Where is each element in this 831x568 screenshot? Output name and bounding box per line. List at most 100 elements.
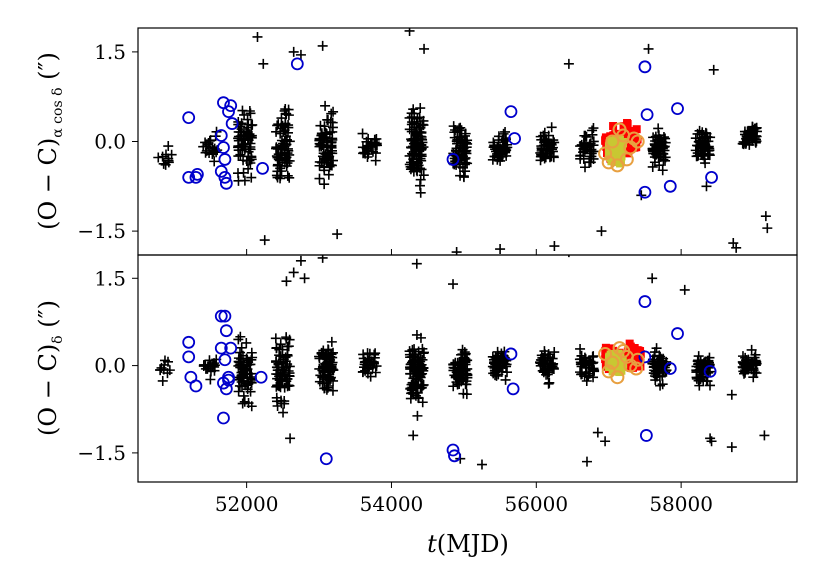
data-point-dense — [624, 353, 633, 362]
data-point-plus — [581, 131, 592, 142]
data-point-plus — [539, 135, 550, 146]
data-point-plus — [700, 127, 711, 138]
data-point-plus — [242, 127, 253, 138]
data-point-plus — [762, 223, 773, 234]
data-point-plus — [239, 109, 250, 120]
data-point-plus — [332, 229, 343, 240]
data-point-plus — [418, 348, 429, 359]
data-point-plus — [679, 284, 690, 295]
data-point-circle — [219, 176, 233, 190]
x-tick-label: 58000 — [649, 492, 713, 516]
data-point-plus — [743, 363, 754, 374]
data-point-plus — [700, 140, 711, 151]
data-point-plus — [365, 371, 376, 382]
data-point-circle — [671, 327, 684, 340]
data-point-circle — [217, 96, 230, 110]
data-point-circle — [705, 170, 718, 184]
data-point-plus — [411, 329, 422, 340]
data-point-plus — [653, 360, 664, 371]
data-point-plus — [371, 138, 382, 149]
data-point-plus — [321, 128, 332, 139]
data-point-plus — [643, 43, 654, 54]
data-point-circle — [224, 99, 238, 113]
data-point-dense — [609, 122, 618, 131]
data-point-plus — [408, 377, 419, 388]
data-point-plus — [448, 381, 459, 392]
data-point-plus — [747, 127, 758, 138]
data-point-plus — [328, 155, 339, 166]
data-point-plus — [272, 401, 283, 412]
data-point-circle — [182, 111, 196, 125]
data-point-plus — [408, 389, 419, 400]
data-point-circle — [663, 179, 677, 193]
data-point-ring — [601, 364, 616, 379]
data-point-circle — [290, 57, 304, 71]
data-point-plus — [588, 123, 599, 134]
data-point-plus — [575, 153, 586, 164]
data-point-plus — [726, 389, 737, 400]
data-point-plus — [456, 125, 467, 136]
panel-1-plot-area — [155, 255, 770, 470]
data-point-plus — [581, 456, 592, 467]
data-point-plus — [405, 363, 416, 374]
data-point-plus — [416, 155, 427, 166]
data-point-plus — [317, 255, 328, 263]
top-y-label-unit: (″) — [34, 52, 62, 87]
data-point-plus — [158, 364, 169, 375]
data-point-plus — [655, 380, 666, 391]
data-point-plus — [326, 108, 337, 119]
data-point-plus — [200, 137, 211, 148]
data-point-plus — [543, 349, 554, 360]
data-point-plus — [731, 242, 742, 253]
data-point-plus — [741, 133, 752, 144]
data-point-circle — [703, 365, 717, 378]
data-point-plus — [314, 173, 325, 184]
data-point-plus — [653, 152, 664, 163]
data-point-plus — [694, 380, 705, 391]
data-point-plus — [546, 359, 557, 370]
data-point-ring — [598, 146, 613, 161]
x-axis-label: t(MJD) — [427, 530, 509, 558]
data-point-dense — [633, 135, 642, 144]
data-point-plus — [650, 366, 661, 377]
data-point-plus — [600, 436, 611, 447]
y-tick-label: 1.5 — [94, 266, 126, 290]
data-point-plus — [319, 353, 330, 364]
data-point-plus — [319, 121, 330, 132]
data-point-plus — [295, 49, 306, 60]
data-point-plus — [272, 120, 283, 131]
data-point-plus — [535, 155, 546, 166]
data-point-plus — [548, 152, 559, 163]
data-point-plus — [326, 336, 337, 347]
data-point-plus — [275, 339, 286, 350]
data-point-plus — [242, 355, 253, 366]
data-point-plus — [738, 366, 749, 377]
data-point-plus — [411, 371, 422, 382]
data-point-plus — [457, 162, 468, 173]
data-point-plus — [657, 165, 668, 176]
data-point-plus — [647, 161, 658, 172]
data-point-plus — [234, 372, 245, 383]
data-point-circle — [446, 153, 460, 166]
data-point-plus — [236, 124, 247, 135]
data-point-plus — [751, 126, 762, 137]
data-point-ring — [630, 134, 645, 149]
data-point-plus — [327, 145, 338, 156]
data-point-plus — [237, 366, 248, 377]
data-point-dense — [607, 157, 616, 166]
panel-0-plot-area — [153, 28, 773, 255]
data-point-plus — [281, 376, 292, 387]
data-point-plus — [415, 120, 426, 131]
data-point-plus — [318, 370, 329, 381]
data-point-plus — [271, 142, 282, 153]
data-point-circle — [218, 153, 232, 166]
data-point-plus — [647, 143, 658, 154]
data-point-plus — [588, 372, 599, 383]
data-point-plus — [295, 255, 306, 266]
data-point-plus — [285, 433, 296, 444]
data-point-dense — [608, 350, 617, 359]
data-point-plus — [692, 128, 703, 139]
data-point-plus — [575, 367, 586, 378]
data-point-plus — [244, 129, 255, 140]
